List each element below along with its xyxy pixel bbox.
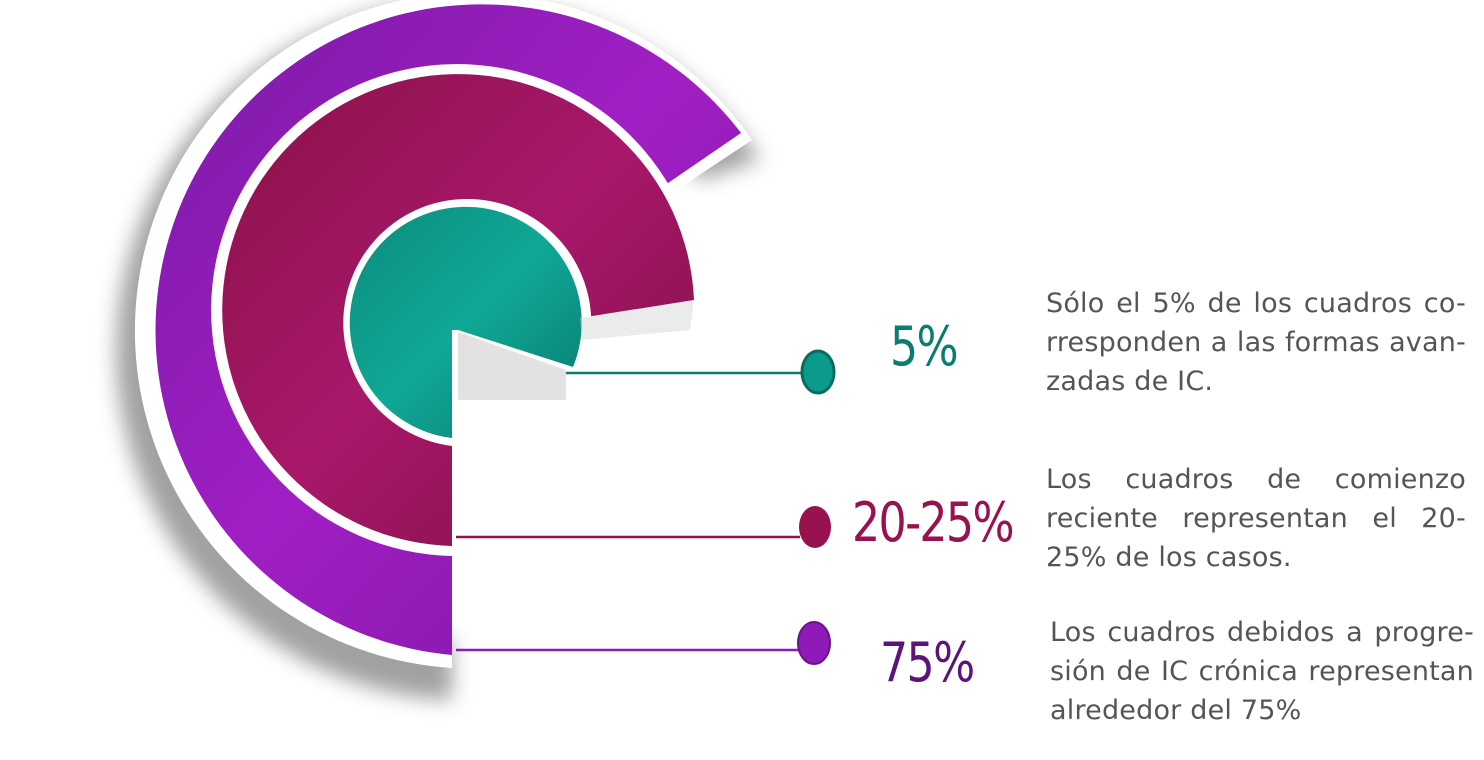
description-teal: Sólo el 5% de los cuadros co-rresponden … <box>1046 288 1466 397</box>
connector-dot-teal <box>800 349 836 395</box>
description-magenta: Los cuadros de comienzo reciente represe… <box>1046 464 1466 573</box>
value-label-magenta: 20-25% <box>852 491 1015 554</box>
arc-magenta <box>222 74 694 547</box>
value-label-purple: 75% <box>880 631 975 694</box>
disc-teal <box>349 206 582 438</box>
description-purple: Los cuadros debidos a progre-sión de IC … <box>1050 617 1474 726</box>
value-label-teal: 5% <box>890 315 959 378</box>
ring-magenta <box>211 64 703 557</box>
connector-dot-magenta <box>799 506 831 548</box>
right-cutout-shade <box>580 300 694 340</box>
connector-dot-purple <box>797 621 831 665</box>
ring-teal <box>343 198 592 446</box>
center-cutout-shade <box>458 332 566 400</box>
